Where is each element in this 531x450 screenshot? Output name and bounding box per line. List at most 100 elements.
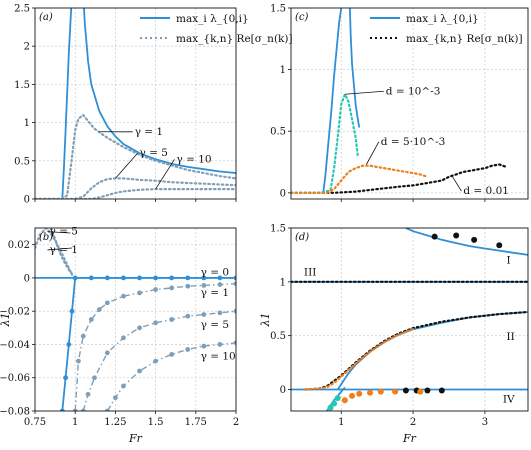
panel-b: 0.75 1 1.25 1.5 1.75 2 −0.08 −0.06 −0.04 −0.02 0 0.… — [0, 226, 239, 445]
x-tick-label: 1 — [338, 417, 344, 428]
y-tick-label: 0.5 — [270, 331, 286, 342]
data-point — [104, 408, 110, 411]
data-point — [153, 358, 159, 364]
series--1 — [35, 113, 236, 199]
annotation-leader — [155, 159, 175, 190]
data-point — [201, 312, 207, 317]
series-max-i-0-i- — [61, 8, 73, 199]
data-point — [153, 287, 159, 292]
data-point — [185, 283, 191, 289]
annotation-leader — [47, 247, 73, 251]
y-tick-label: −0.04 — [0, 340, 30, 351]
data-point — [334, 395, 341, 402]
annotation: d = 5·10^-3 — [381, 136, 446, 148]
panel-label: (c) — [295, 12, 309, 23]
legend-dotted-label: max_{k,n} Re[σ_n(k)] — [406, 33, 523, 45]
data-point — [169, 352, 175, 357]
data-point — [453, 232, 460, 239]
data-point — [217, 282, 223, 287]
data-point — [66, 342, 72, 347]
series-line-1 — [83, 8, 236, 174]
axes-frame — [34, 7, 237, 200]
annotation: d = 0.01 — [463, 185, 509, 197]
legend-solid-label: max_i λ_{0,i} — [176, 13, 249, 25]
legend-dotted-label: max_{k,n} Re[σ_n(k)] — [176, 33, 293, 45]
data-point — [59, 408, 65, 411]
y-tick-label: 1 — [280, 65, 286, 76]
axes-frame — [34, 227, 237, 412]
series--5 — [82, 310, 236, 411]
panel-label: (d) — [295, 232, 309, 243]
data-point — [424, 387, 431, 394]
y-axis-label: λ1 — [259, 313, 272, 328]
data-point — [121, 335, 126, 341]
data-point — [217, 342, 223, 347]
annotation: γ = 5 — [140, 147, 168, 159]
plot-area — [35, 228, 236, 411]
axes-frame — [290, 227, 529, 412]
data-point — [80, 408, 86, 411]
data-point — [327, 404, 334, 411]
data-point — [169, 317, 175, 322]
annotation: γ = 1 — [201, 287, 229, 299]
data-point — [233, 281, 236, 287]
series--5 — [35, 228, 74, 276]
data-point — [438, 387, 445, 394]
panel-label: (b) — [39, 232, 53, 243]
data-point — [417, 388, 424, 395]
legend-panel-a: max_i λ_{0,i} max_{k,n} Re[σ_n(k)] — [140, 13, 293, 45]
x-tick-label: 1.75 — [185, 417, 207, 428]
data-point — [153, 320, 159, 326]
annotation: III — [304, 266, 316, 278]
y-axis-label: λ1 — [0, 313, 12, 328]
y-tick-label: 2.5 — [14, 4, 30, 15]
series-d-10-3 — [291, 91, 359, 194]
data-point — [113, 395, 118, 401]
data-point — [496, 242, 503, 249]
y-tick-label: 2 — [24, 42, 30, 53]
panel-a: 0 0.5 1 1.5 2 2.5 (a) γ = 1 γ = 5 γ = 10 — [14, 4, 237, 206]
y-tick-label: 1.5 — [270, 224, 286, 235]
annotation: γ = 10 — [201, 350, 236, 362]
data-point — [377, 388, 384, 395]
annotation-leader — [344, 90, 384, 95]
annotation: γ = 1 — [49, 244, 77, 256]
series-line-1 — [349, 8, 361, 128]
data-point — [137, 325, 142, 331]
y-tick-label: 1 — [24, 118, 30, 129]
data-point — [201, 343, 207, 349]
y-tick-label: 0.5 — [270, 127, 286, 138]
data-point — [349, 392, 356, 399]
x-tick-label: 3 — [482, 417, 488, 428]
series-line-7 — [304, 328, 415, 391]
annotation: II — [506, 331, 514, 343]
y-tick-label: 0.5 — [14, 156, 30, 167]
data-point — [169, 285, 175, 291]
y-tick-label: 1.5 — [14, 80, 30, 91]
series--1 — [74, 283, 236, 411]
data-point — [392, 388, 399, 395]
series--5 — [35, 177, 236, 199]
annotation-leader — [452, 176, 462, 192]
data-point — [185, 313, 191, 319]
annotation: d = 10^-3 — [386, 85, 441, 97]
x-tick-label: 1.25 — [104, 417, 126, 428]
series--10 — [35, 188, 236, 199]
series-d-5-10-3 — [291, 164, 429, 194]
annotation: IV — [503, 393, 515, 405]
data-point — [185, 347, 191, 352]
annotation: γ = 1 — [135, 126, 163, 138]
data-point — [69, 308, 75, 314]
data-point — [96, 307, 102, 312]
legend-solid-label: max_i λ_{0,i} — [406, 13, 479, 25]
data-point — [217, 310, 223, 316]
data-point — [233, 308, 236, 314]
data-point — [356, 390, 363, 397]
axes-frame — [290, 7, 529, 200]
x-tick-label: 1 — [72, 417, 78, 428]
data-point — [201, 282, 207, 288]
data-point — [63, 375, 68, 381]
data-point — [104, 300, 110, 306]
